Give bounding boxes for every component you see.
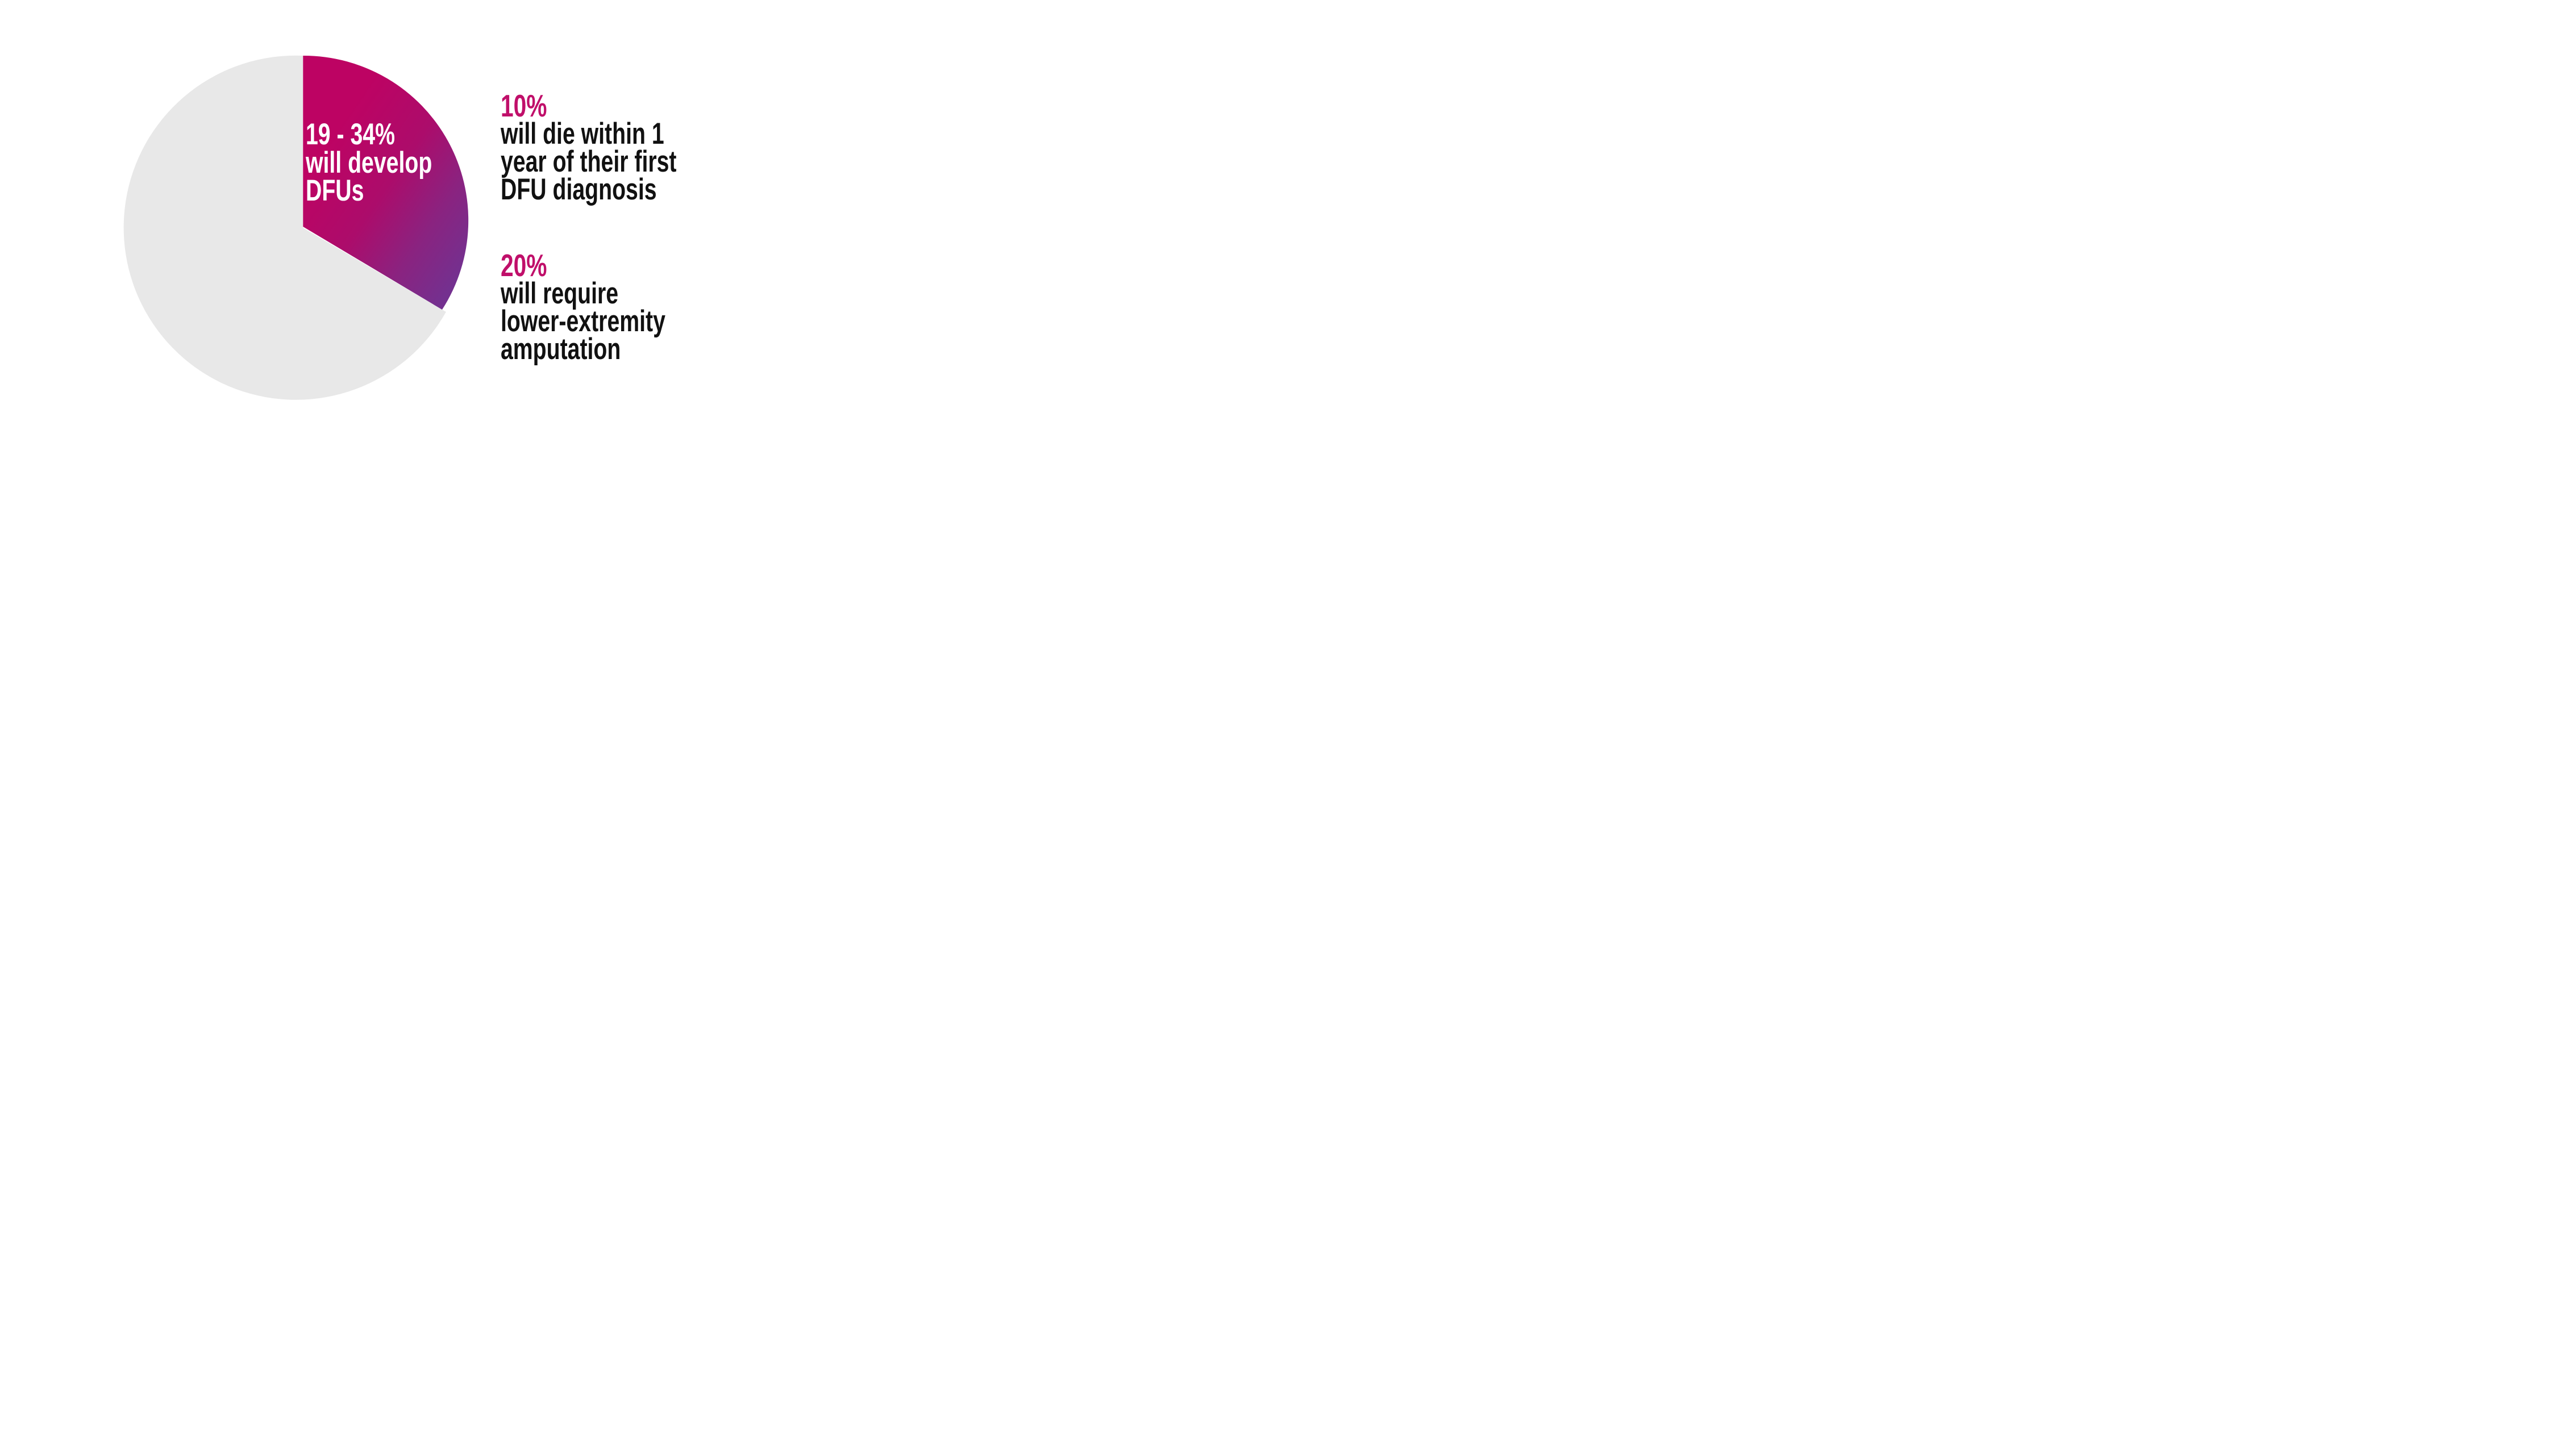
stat-amputation-rate-line: lower-extremity [501,305,665,338]
pie-chart [123,55,469,400]
stat-amputation-rate: 20% will require lower-extremity amputat… [501,248,665,366]
stat-death-rate: 10% will die within 1 year of their firs… [501,88,677,206]
stat-amputation-rate-line: amputation [501,332,621,366]
dfu-slice-label-line: 19 - 34% [306,118,395,151]
dfu-slice-label: 19 - 34% will develop DFUs [306,118,432,207]
stat-death-rate-value: 10% [501,88,547,123]
stat-amputation-rate-line: will require [501,277,619,310]
pie-dfu-slice [303,55,469,310]
stat-amputation-rate-value: 20% [501,248,547,283]
dfu-slice-label-line: will develop [306,145,432,180]
stat-death-rate-line: year of their first [501,145,677,178]
stat-death-rate-line: will die within 1 [501,117,664,151]
stat-death-rate-line: DFU diagnosis [501,173,657,206]
dfu-infographic: 19 - 34% will develop DFUs 10% will die … [0,0,859,483]
dfu-slice-label-line: DFUs [306,174,364,207]
pie-remainder-slice [123,55,446,400]
